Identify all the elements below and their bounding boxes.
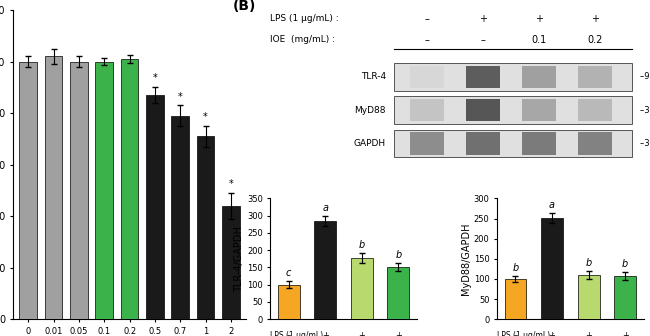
Text: 0.2: 0.2 bbox=[588, 35, 603, 45]
Bar bbox=[614, 276, 636, 319]
Bar bbox=[172, 116, 189, 319]
Bar bbox=[222, 206, 240, 319]
Bar bbox=[466, 132, 500, 155]
Bar bbox=[197, 136, 214, 319]
Y-axis label: MyD88/GAPDH: MyD88/GAPDH bbox=[461, 222, 471, 295]
Bar bbox=[393, 63, 632, 91]
Text: b: b bbox=[622, 259, 629, 269]
Bar bbox=[410, 132, 444, 155]
Bar bbox=[315, 221, 336, 319]
Text: GAPDH: GAPDH bbox=[354, 139, 386, 148]
Text: –: – bbox=[424, 35, 430, 45]
Text: IOE  (mg/mL) :: IOE (mg/mL) : bbox=[270, 35, 335, 44]
Text: 0.1: 0.1 bbox=[532, 35, 547, 45]
Text: *: * bbox=[153, 74, 157, 83]
Bar bbox=[541, 218, 563, 319]
Text: c: c bbox=[286, 268, 291, 278]
Text: –: – bbox=[480, 35, 486, 45]
Bar bbox=[578, 275, 599, 319]
Text: –37 kDa: –37 kDa bbox=[640, 139, 650, 148]
Bar bbox=[522, 66, 556, 88]
Bar bbox=[578, 99, 612, 121]
Bar bbox=[410, 99, 444, 121]
Bar bbox=[70, 61, 88, 319]
Text: –95 kDa: –95 kDa bbox=[640, 72, 650, 81]
Text: +: + bbox=[591, 14, 599, 24]
Text: LPS (1 μg/mL) :: LPS (1 μg/mL) : bbox=[497, 331, 555, 336]
Bar bbox=[20, 61, 37, 319]
Text: +: + bbox=[322, 331, 329, 336]
Y-axis label: TLR-4/GAPDH: TLR-4/GAPDH bbox=[234, 226, 244, 292]
Bar bbox=[504, 279, 526, 319]
Text: b: b bbox=[512, 263, 519, 273]
Bar bbox=[578, 66, 612, 88]
Text: a: a bbox=[549, 200, 555, 210]
Bar bbox=[578, 132, 612, 155]
Text: *: * bbox=[203, 112, 208, 122]
Text: +: + bbox=[622, 331, 629, 336]
Text: a: a bbox=[322, 203, 328, 213]
Bar bbox=[466, 99, 500, 121]
Bar bbox=[351, 258, 373, 319]
Text: +: + bbox=[535, 14, 543, 24]
Bar bbox=[96, 61, 113, 319]
Text: LPS (1 μg/mL) :: LPS (1 μg/mL) : bbox=[270, 14, 339, 23]
Bar bbox=[393, 130, 632, 157]
Text: LPS (1 μg/mL) :: LPS (1 μg/mL) : bbox=[270, 331, 328, 336]
Text: +: + bbox=[479, 14, 487, 24]
Text: –: – bbox=[514, 331, 517, 336]
Text: b: b bbox=[359, 240, 365, 250]
Bar bbox=[410, 66, 444, 88]
Bar bbox=[146, 95, 164, 319]
Bar bbox=[387, 267, 410, 319]
Text: –33 kDa: –33 kDa bbox=[640, 106, 650, 115]
Text: –: – bbox=[424, 14, 430, 24]
Text: *: * bbox=[229, 179, 233, 189]
Text: MyD88: MyD88 bbox=[355, 106, 386, 115]
Bar bbox=[522, 132, 556, 155]
Text: TLR-4: TLR-4 bbox=[361, 72, 386, 81]
Bar bbox=[121, 59, 138, 319]
Bar bbox=[278, 285, 300, 319]
Text: *: * bbox=[178, 91, 183, 101]
Text: +: + bbox=[358, 331, 365, 336]
Bar bbox=[393, 96, 632, 124]
Text: b: b bbox=[586, 258, 592, 268]
Text: +: + bbox=[585, 331, 592, 336]
Bar bbox=[522, 99, 556, 121]
Text: +: + bbox=[395, 331, 402, 336]
Text: +: + bbox=[549, 331, 556, 336]
Text: b: b bbox=[395, 250, 402, 260]
Text: –: – bbox=[287, 331, 291, 336]
Text: (B): (B) bbox=[233, 0, 257, 13]
Bar bbox=[45, 56, 62, 319]
Bar bbox=[466, 66, 500, 88]
